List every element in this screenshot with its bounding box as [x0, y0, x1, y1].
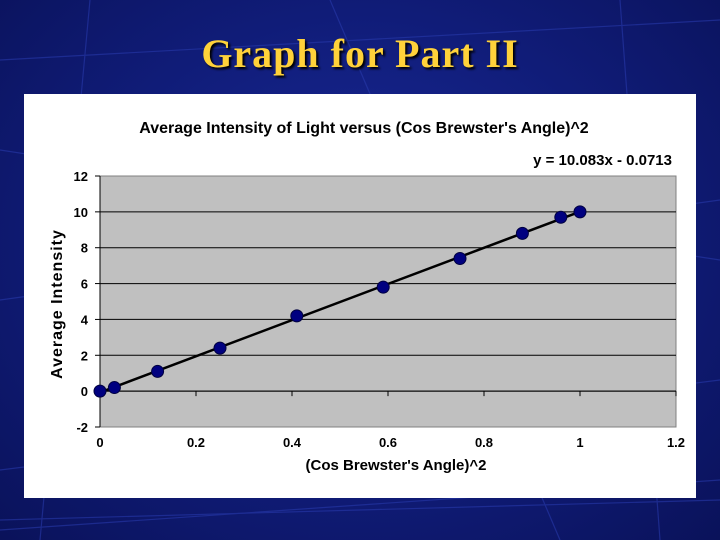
trendline-segment: [99, 210, 581, 394]
chart-title: Average Intensity of Light versus (Cos B…: [139, 120, 589, 137]
trendline: [99, 210, 581, 394]
data-point: [107, 381, 121, 395]
data-point: [213, 341, 227, 355]
data-point: [554, 210, 568, 224]
data-point: [515, 226, 529, 240]
data-point: [290, 309, 304, 323]
data-point: [453, 251, 467, 265]
x-axis-label: (Cos Brewster's Angle)^2: [306, 457, 487, 474]
y-tick-label: 4: [81, 312, 89, 327]
plot-area: [99, 175, 677, 428]
data-point: [93, 384, 107, 398]
x-tick-label: 0.4: [283, 435, 302, 450]
slide-title: Graph for Part II: [201, 31, 519, 76]
y-axis-label: Average Intensity: [49, 229, 66, 379]
x-tick-label: 0.6: [379, 435, 397, 450]
chart-panel: Average Intensity of Light versus (Cos B…: [24, 94, 696, 498]
y-tick-label: 8: [81, 241, 88, 256]
data-point: [151, 364, 165, 378]
data-points: [93, 205, 587, 398]
y-tick-label: 12: [74, 169, 88, 184]
y-tick-label: 10: [74, 205, 88, 220]
data-point: [573, 205, 587, 219]
x-tick-label: 0.8: [475, 435, 493, 450]
x-tick-label: 1.2: [667, 435, 685, 450]
trendline-equation: y = 10.083x - 0.0713: [533, 152, 672, 169]
tick-labels: -2 0 2 4 6 8 10 12 0 0.2 0.4 0.6 0.8 1 1.2: [74, 169, 686, 450]
x-tick-label: 1: [576, 435, 583, 450]
y-tick-label: 6: [81, 277, 88, 292]
y-tick-label: 0: [81, 384, 88, 399]
y-tick-label: 2: [81, 348, 88, 363]
x-tick-label: 0.2: [187, 435, 205, 450]
data-point: [376, 280, 390, 294]
x-tick-label: 0: [96, 435, 103, 450]
chart: Average Intensity of Light versus (Cos B…: [49, 120, 686, 474]
y-tick-label: -2: [76, 420, 88, 435]
